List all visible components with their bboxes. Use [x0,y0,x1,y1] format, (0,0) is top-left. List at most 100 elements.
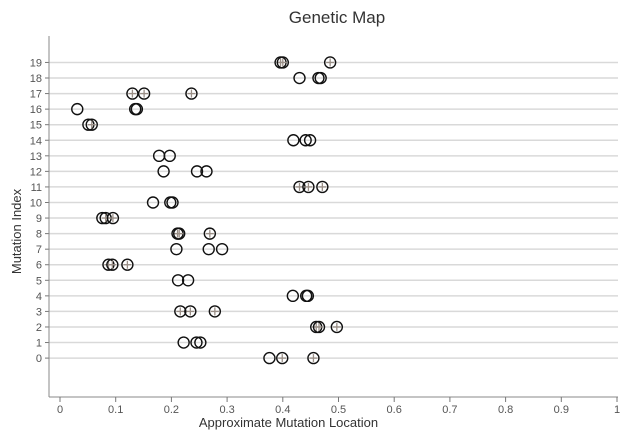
y-tick-label: 10 [30,197,42,209]
data-point [286,289,300,303]
data-point [106,211,120,225]
data-point [316,180,329,194]
data-point [184,305,197,318]
data-point [302,180,315,194]
point-marker [106,211,120,225]
point-marker [316,180,329,194]
y-tick-label: 16 [30,104,42,116]
point-marker [276,351,289,365]
data-point [287,134,300,147]
grid-lines [49,61,618,359]
point-marker [163,149,176,163]
x-tick-label: 0.3 [219,404,234,416]
data-point [163,149,176,163]
point-marker [307,351,320,365]
data-point [171,274,185,287]
point-marker [184,305,197,318]
point-marker [137,87,151,100]
point-marker [215,242,229,256]
point-marker [287,134,300,147]
point-marker [200,165,213,178]
point-marker [330,320,344,334]
y-axis-label: Mutation Index [9,188,24,274]
y-tick-label: 9 [36,213,42,225]
point-marker [276,56,289,69]
data-point [137,87,151,100]
x-tick-label: 0.9 [554,404,569,416]
data-point [301,289,315,303]
x-tick-label: 0.4 [275,404,290,416]
x-tick-label: 0.2 [164,404,179,416]
y-tick-label: 19 [30,57,42,69]
x-axis-label: Approximate Mutation Location [199,415,378,430]
point-marker [130,102,144,116]
point-marker [194,336,207,349]
point-marker [181,274,195,287]
point-marker [203,227,217,240]
data-point [303,134,317,147]
point-marker [302,180,315,194]
data-point [215,242,229,256]
data-point [203,227,217,240]
point-marker [185,87,198,100]
point-marker [263,351,276,365]
point-marker [121,258,134,271]
point-marker [106,258,119,271]
y-tick-label: 7 [36,244,42,256]
point-marker [171,274,185,287]
data-points [71,56,344,365]
data-point [172,227,186,240]
data-point [185,87,198,100]
data-point [276,351,289,365]
y-tick-label: 1 [36,338,42,350]
y-tick-label: 12 [30,166,42,178]
point-marker [293,71,306,85]
point-marker [190,165,204,178]
point-marker [208,305,222,318]
y-tick-label: 3 [36,306,42,318]
point-marker [166,196,179,209]
y-tick-label: 2 [36,322,42,334]
y-tick-label: 13 [30,151,42,163]
data-point [85,118,98,131]
data-point [166,196,179,209]
y-tick-label: 4 [36,291,42,303]
point-marker [299,134,312,147]
axes [45,36,618,402]
point-marker [323,56,337,69]
x-tick-label: 0.1 [108,404,123,416]
data-point [208,305,222,318]
point-marker [301,289,315,303]
point-marker [190,336,203,349]
x-tick-label: 0 [57,404,63,416]
data-point [293,71,306,85]
x-tick-label: 0.6 [387,404,402,416]
data-point [71,102,84,116]
data-point [190,336,203,349]
chart-title: Genetic Map [288,8,386,27]
point-marker [177,336,190,349]
y-tick-label: 0 [36,353,42,365]
point-marker [286,289,300,303]
y-tick-label: 15 [30,120,42,132]
data-point [126,87,139,100]
data-point [194,336,207,349]
x-tick-label: 0.8 [498,404,513,416]
point-marker [314,71,327,85]
point-marker [312,320,326,334]
data-point [263,351,276,365]
point-marker [170,242,183,256]
x-tick-label: 0.7 [442,404,457,416]
data-point [299,134,312,147]
y-tick-label: 8 [36,229,42,241]
data-point [200,165,213,178]
data-point [157,165,170,178]
data-point [181,274,195,287]
point-marker [174,305,187,318]
data-point [276,56,289,69]
data-point [330,320,344,334]
data-point [202,242,215,256]
